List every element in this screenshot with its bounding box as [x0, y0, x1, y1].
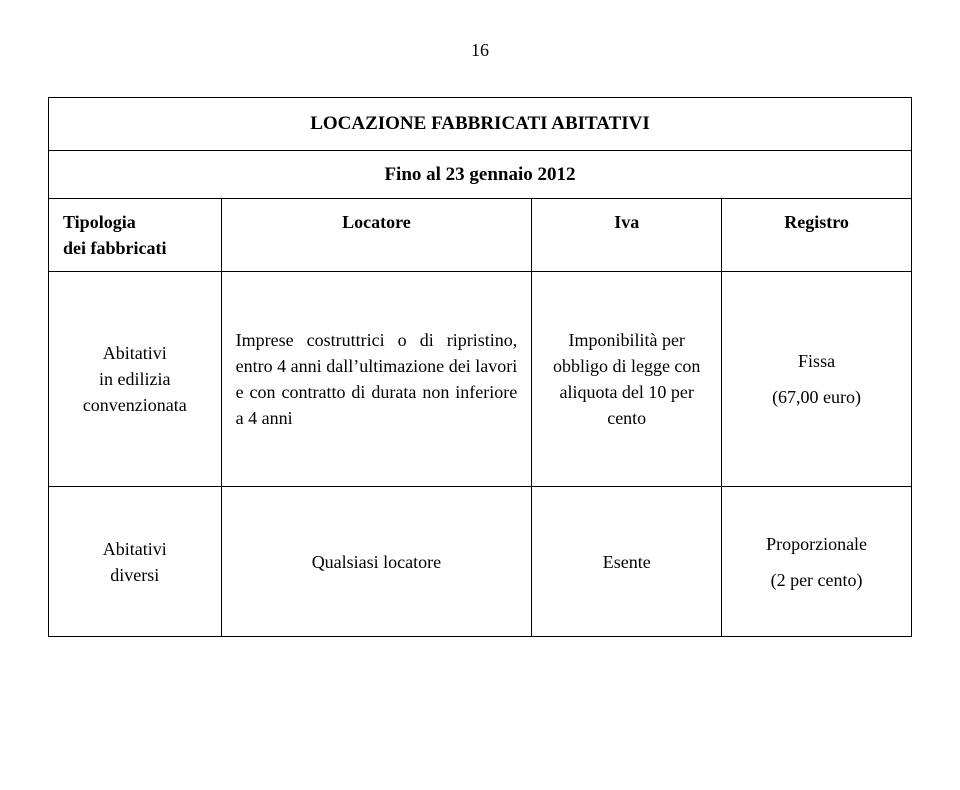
- text-line: obbligo di legge con: [546, 353, 707, 379]
- text-line: (67,00 euro): [736, 384, 897, 410]
- cell-iva-1: Imponibilità per obbligo di legge con al…: [532, 272, 722, 487]
- title-row: LOCAZIONE FABBRICATI ABITATIVI: [49, 98, 912, 151]
- text-line: aliquota del 10 per: [546, 379, 707, 405]
- text-line: cento: [546, 405, 707, 431]
- text-line: Fissa: [736, 348, 897, 374]
- cell-locatore-1: Imprese costruttrici o di ripristino, en…: [221, 272, 532, 487]
- spacer: [736, 374, 897, 384]
- text-line: Abitativi: [63, 340, 207, 366]
- table-row: Abitativi diversi Qualsiasi locatore Ese…: [49, 487, 912, 637]
- header-tipologia-l1: Tipologia: [63, 209, 207, 235]
- cell-registro-2: Proporzionale (2 per cento): [722, 487, 912, 637]
- cell-tipologia-1: Abitativi in edilizia convenzionata: [49, 272, 222, 487]
- header-tipologia: Tipologia dei fabbricati: [49, 199, 222, 272]
- header-iva: Iva: [532, 199, 722, 272]
- text-line: diversi: [63, 562, 207, 588]
- text-line: Abitativi: [63, 536, 207, 562]
- cell-registro-1: Fissa (67,00 euro): [722, 272, 912, 487]
- page-number: 16: [48, 40, 912, 61]
- cell-iva-2: Esente: [532, 487, 722, 637]
- spacer: [736, 557, 897, 567]
- cell-tipologia-2: Abitativi diversi: [49, 487, 222, 637]
- text-line: Proporzionale: [736, 531, 897, 557]
- main-table: LOCAZIONE FABBRICATI ABITATIVI Fino al 2…: [48, 97, 912, 637]
- text-line: Imponibilità per: [546, 327, 707, 353]
- table-subtitle: Fino al 23 gennaio 2012: [49, 150, 912, 199]
- table-row: Abitativi in edilizia convenzionata Impr…: [49, 272, 912, 487]
- table-title: LOCAZIONE FABBRICATI ABITATIVI: [49, 98, 912, 151]
- text-line: in edilizia: [63, 366, 207, 392]
- header-row: Tipologia dei fabbricati Locatore Iva Re…: [49, 199, 912, 272]
- cell-locatore-2: Qualsiasi locatore: [221, 487, 532, 637]
- text-line: (2 per cento): [736, 567, 897, 593]
- subtitle-row: Fino al 23 gennaio 2012: [49, 150, 912, 199]
- text-line: convenzionata: [63, 392, 207, 418]
- header-registro: Registro: [722, 199, 912, 272]
- header-locatore: Locatore: [221, 199, 532, 272]
- header-tipologia-l2: dei fabbricati: [63, 235, 207, 261]
